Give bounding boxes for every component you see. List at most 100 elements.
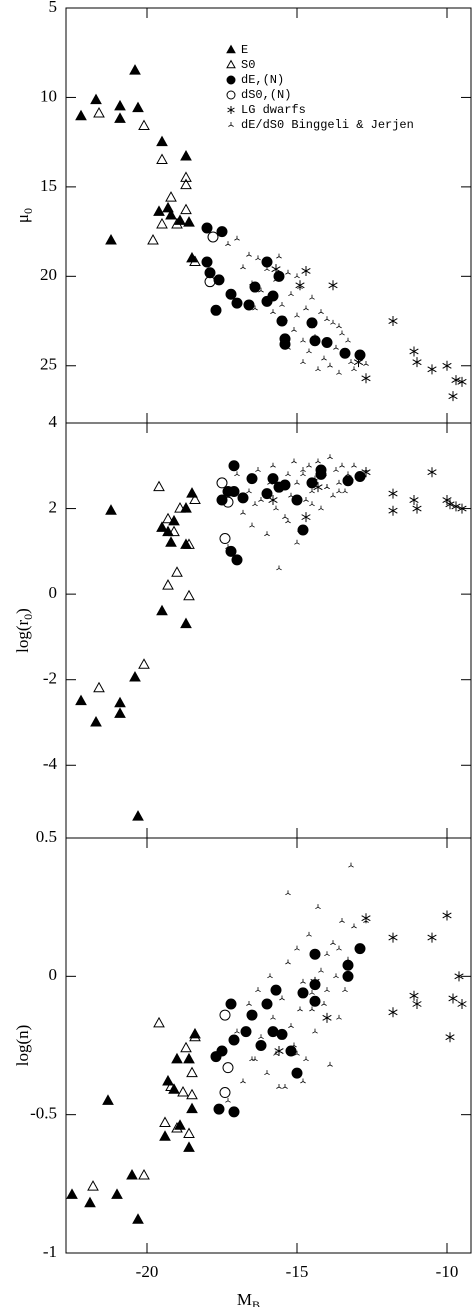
point-tripod	[246, 251, 252, 257]
point-asterisk	[457, 503, 467, 514]
point-triangle	[93, 107, 105, 118]
point-tripod	[318, 505, 324, 511]
point-circle	[315, 468, 327, 480]
point-tripod	[351, 923, 357, 929]
point-asterisk	[409, 990, 419, 1001]
y-tick-label: 25	[40, 355, 57, 374]
point-triangle	[162, 512, 174, 524]
point-tripod	[312, 334, 318, 339]
point-tripod	[225, 241, 231, 246]
point-asterisk	[427, 932, 437, 943]
legend-marker	[226, 59, 236, 69]
y-tick-label: 15	[40, 176, 57, 195]
point-tripod	[306, 348, 312, 354]
point-triangle	[129, 64, 141, 75]
point-tripod	[264, 266, 270, 272]
point-triangle	[180, 178, 192, 190]
point-circle	[306, 317, 318, 329]
point-asterisk	[409, 346, 419, 357]
point-triangle	[171, 566, 183, 577]
point-triangle	[153, 480, 165, 492]
point-triangle	[153, 1016, 165, 1028]
point-tripod	[345, 471, 351, 477]
point-tripod	[297, 284, 303, 289]
point-circle	[231, 554, 243, 566]
point-triangle	[180, 617, 192, 629]
point-tripod	[309, 488, 315, 494]
point-asterisk	[353, 357, 364, 368]
point-tripod	[324, 987, 330, 993]
point-tripod	[312, 1028, 318, 1034]
point-tripod	[273, 276, 279, 282]
point-asterisk	[451, 501, 461, 512]
point-asterisk	[445, 499, 455, 510]
point-tripod	[249, 522, 255, 528]
point-tripod	[321, 355, 327, 361]
point-tripod	[336, 945, 342, 951]
point-circle	[273, 481, 285, 493]
point-tripod	[273, 1050, 279, 1056]
point-tripod	[333, 973, 339, 979]
point-tripod	[300, 467, 306, 472]
point-triangle	[162, 579, 174, 590]
point-asterisk	[271, 264, 281, 275]
point-tripod	[363, 467, 369, 472]
point-tripod	[300, 1078, 306, 1084]
point-triangle	[90, 93, 102, 105]
point-triangle	[114, 112, 126, 123]
point-asterisk	[388, 1007, 398, 1018]
point-tripod	[234, 235, 240, 241]
point-triangle	[162, 1074, 174, 1086]
point-tripod	[303, 305, 309, 311]
point-tripod	[291, 1042, 297, 1048]
point-triangle	[186, 1066, 198, 1078]
legend-marker	[226, 44, 236, 54]
point-asterisk	[412, 999, 422, 1009]
point-asterisk	[328, 280, 338, 291]
point-triangle	[180, 171, 192, 182]
point-tripod	[282, 514, 288, 519]
point-circle	[285, 1045, 297, 1057]
point-triangle	[129, 671, 141, 682]
point-circle	[279, 338, 291, 350]
y-tick-label: -0.5	[30, 1104, 57, 1123]
point-tripod	[234, 471, 240, 477]
point-triangle	[183, 538, 195, 549]
point-tripod	[288, 291, 294, 297]
point-circle	[243, 299, 255, 311]
point-tripod	[297, 1006, 303, 1012]
point-circle	[291, 494, 303, 506]
point-tripod	[288, 492, 294, 498]
point-triangle	[114, 707, 126, 718]
point-asterisk	[301, 265, 311, 276]
point-tripod	[285, 890, 291, 896]
point-triangle	[174, 502, 186, 513]
point-triangle	[159, 1130, 171, 1141]
point-circle	[354, 349, 366, 361]
plot-frame	[65, 837, 472, 1254]
point-asterisk	[388, 505, 398, 516]
point-tripod	[309, 501, 315, 507]
legend-label: LG dwarfs	[241, 103, 306, 117]
point-triangle	[189, 1027, 201, 1039]
point-tripod	[339, 462, 345, 468]
point-tripod	[336, 323, 342, 329]
point-tripod	[315, 904, 321, 910]
y-axis-label-text: log(r	[13, 619, 32, 652]
point-circle	[228, 460, 240, 472]
point-circle	[342, 970, 354, 982]
point-circle	[246, 473, 258, 485]
point-tripod	[309, 989, 315, 995]
point-tripod	[255, 987, 261, 993]
point-tripod	[303, 497, 309, 502]
point-tripod	[315, 458, 321, 464]
point-tripod	[273, 505, 279, 511]
legend-marker	[226, 90, 236, 100]
y-tick-label: -4	[43, 754, 58, 773]
point-circle	[309, 995, 321, 1007]
point-tripod	[336, 488, 342, 494]
point-triangle	[189, 255, 201, 267]
point-tripod	[240, 1078, 246, 1084]
point-triangle	[93, 681, 105, 693]
point-circle	[204, 276, 216, 288]
